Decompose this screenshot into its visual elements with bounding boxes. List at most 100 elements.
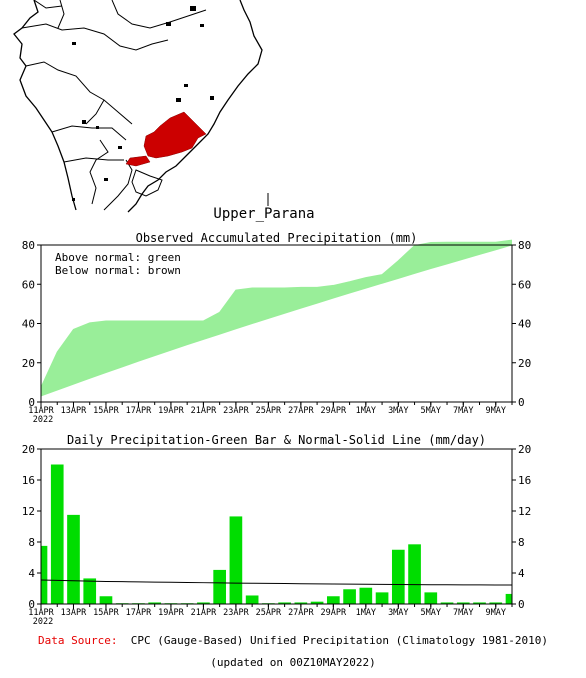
bottom-chart-ytick-label-left: 20: [22, 443, 35, 456]
bottom-chart-ytick-label-left: 16: [22, 474, 35, 487]
top-chart-ytick-label-right: 60: [518, 278, 531, 291]
bottom-chart-xtick-label: 9MAY: [486, 608, 506, 618]
map-coastline: [13, 0, 263, 213]
top-chart-ytick-label-right: 0: [518, 396, 525, 409]
bottom-chart-xtick-label: 1MAY: [356, 608, 376, 618]
observed-vs-normal-area: [41, 240, 512, 396]
bottom-chart-ytick-label-left: 12: [22, 505, 35, 518]
data-source-text: CPC (Gauge-Based) Unified Precipitation …: [130, 634, 548, 647]
region-title: Upper_Parana: [213, 206, 314, 222]
map-islands: [72, 6, 214, 201]
daily-bar: [213, 569, 226, 604]
map-uruguay: [131, 169, 163, 197]
data-source-line: Data Source: CPC (Gauge-Based) Unified P…: [0, 634, 586, 647]
top-chart-title: Observed Accumulated Precipitation (mm): [136, 231, 418, 245]
bottom-chart-xtick-label: 27APR: [288, 608, 314, 618]
top-chart-xtick-label: 13APR: [61, 406, 87, 416]
bottom-chart-xtick-label: 5MAY: [421, 608, 441, 618]
daily-bar: [456, 602, 470, 604]
bottom-chart-ytick-label-right: 0: [518, 598, 525, 611]
top-chart-ytick-label-right: 80: [518, 239, 531, 252]
daily-bar: [148, 602, 162, 604]
accumulated-precip-chart: Observed Accumulated Precipitation (mm) 0…: [22, 231, 532, 425]
map-borders: [21, 0, 207, 211]
top-chart-xtick-label: 27APR: [288, 406, 314, 416]
top-chart-xtick-label: 1MAY: [356, 406, 376, 416]
top-chart-xtick-label: 15APR: [93, 406, 119, 416]
bottom-chart-xtick-label: 25APR: [256, 608, 282, 618]
top-chart-xtick-label: 21APR: [191, 406, 217, 416]
normal-daily-line: [40, 579, 512, 586]
bottom-chart-xtick-label: 19APR: [158, 608, 184, 618]
daily-bar: [424, 592, 438, 604]
bottom-chart-title: Daily Precipitation-Green Bar & Normal-S…: [67, 433, 486, 447]
legend-below-normal: Below normal: brown: [55, 264, 181, 277]
daily-bar: [245, 595, 259, 604]
top-chart-ytick-label-left: 60: [22, 278, 35, 291]
daily-bar: [83, 578, 97, 604]
top-chart-xtick-label: 9MAY: [486, 406, 506, 416]
top-chart-x-year: 2022: [33, 415, 53, 425]
region-upper-parana: [125, 111, 207, 167]
daily-bar: [310, 601, 324, 604]
top-chart-ytick-label-left: 0: [28, 396, 35, 409]
bottom-chart-frame: [40, 448, 513, 605]
bottom-chart-xtick-label: 15APR: [93, 608, 119, 618]
daily-bar: [41, 545, 48, 604]
top-chart-xtick-label: 19APR: [158, 406, 184, 416]
daily-bar: [294, 602, 308, 604]
top-chart-ytick-label-left: 20: [22, 357, 35, 370]
top-chart-xtick-label: 11APR: [28, 406, 54, 416]
bottom-chart-ytick-label-right: 12: [518, 505, 531, 518]
bottom-chart-ytick-label-left: 4: [28, 567, 35, 580]
daily-bar: [197, 602, 210, 604]
bottom-chart-xtick-label: 21APR: [191, 608, 217, 618]
bottom-chart-ytick-label-right: 4: [518, 567, 525, 580]
south-america-map: [13, 0, 269, 213]
daily-bar: [343, 589, 356, 604]
daily-precip-chart: Daily Precipitation-Green Bar & Normal-S…: [22, 433, 532, 627]
normal-line: [40, 244, 513, 397]
bottom-chart-xtick-label: 7MAY: [453, 608, 473, 618]
top-chart-ytick-label-left: 40: [22, 318, 35, 331]
bottom-chart-ytick-label-left: 8: [28, 536, 35, 549]
daily-bar: [505, 593, 512, 604]
daily-bar: [278, 602, 291, 604]
daily-bar: [327, 596, 340, 604]
daily-bar: [489, 602, 503, 604]
bottom-chart-x-year: 2022: [33, 617, 53, 627]
daily-bar: [50, 464, 64, 604]
legend-above-normal: Above normal: green: [55, 251, 181, 264]
top-chart-xtick-label: 5MAY: [421, 406, 441, 416]
daily-bar: [229, 516, 243, 604]
top-chart-xtick-label: 3MAY: [388, 406, 408, 416]
bottom-chart-xtick-label: 17APR: [126, 608, 152, 618]
bottom-chart-ytick-label-right: 16: [518, 474, 531, 487]
daily-bar: [408, 544, 421, 604]
bottom-chart-ytick-label-left: 0: [28, 598, 35, 611]
daily-bar: [99, 596, 113, 604]
daily-bar: [359, 587, 373, 604]
daily-bar: [67, 514, 80, 604]
daily-bar: [391, 549, 405, 604]
bottom-chart-ytick-label-right: 8: [518, 536, 525, 549]
daily-bar: [473, 602, 486, 604]
top-chart-xtick-label: 29APR: [321, 406, 347, 416]
bottom-chart-xtick-label: 29APR: [321, 608, 347, 618]
daily-bar: [375, 592, 389, 604]
top-chart-xtick-label: 7MAY: [453, 406, 473, 416]
daily-bar: [440, 602, 454, 604]
top-chart-xtick-label: 17APR: [126, 406, 152, 416]
updated-text: (updated on 00Z10MAY2022): [210, 656, 376, 669]
observed-line: [40, 239, 513, 388]
top-chart-ytick-label-right: 20: [518, 357, 531, 370]
top-chart-xtick-label: 23APR: [223, 406, 249, 416]
bottom-chart-xtick-label: 13APR: [61, 608, 87, 618]
bottom-chart-xtick-label: 3MAY: [388, 608, 408, 618]
data-source-label: Data Source:: [38, 634, 118, 647]
bottom-chart-xtick-label: 23APR: [223, 608, 249, 618]
top-chart-xtick-label: 25APR: [256, 406, 282, 416]
bottom-chart-xtick-label: 11APR: [28, 608, 54, 618]
bottom-chart-ytick-label-right: 20: [518, 443, 531, 456]
